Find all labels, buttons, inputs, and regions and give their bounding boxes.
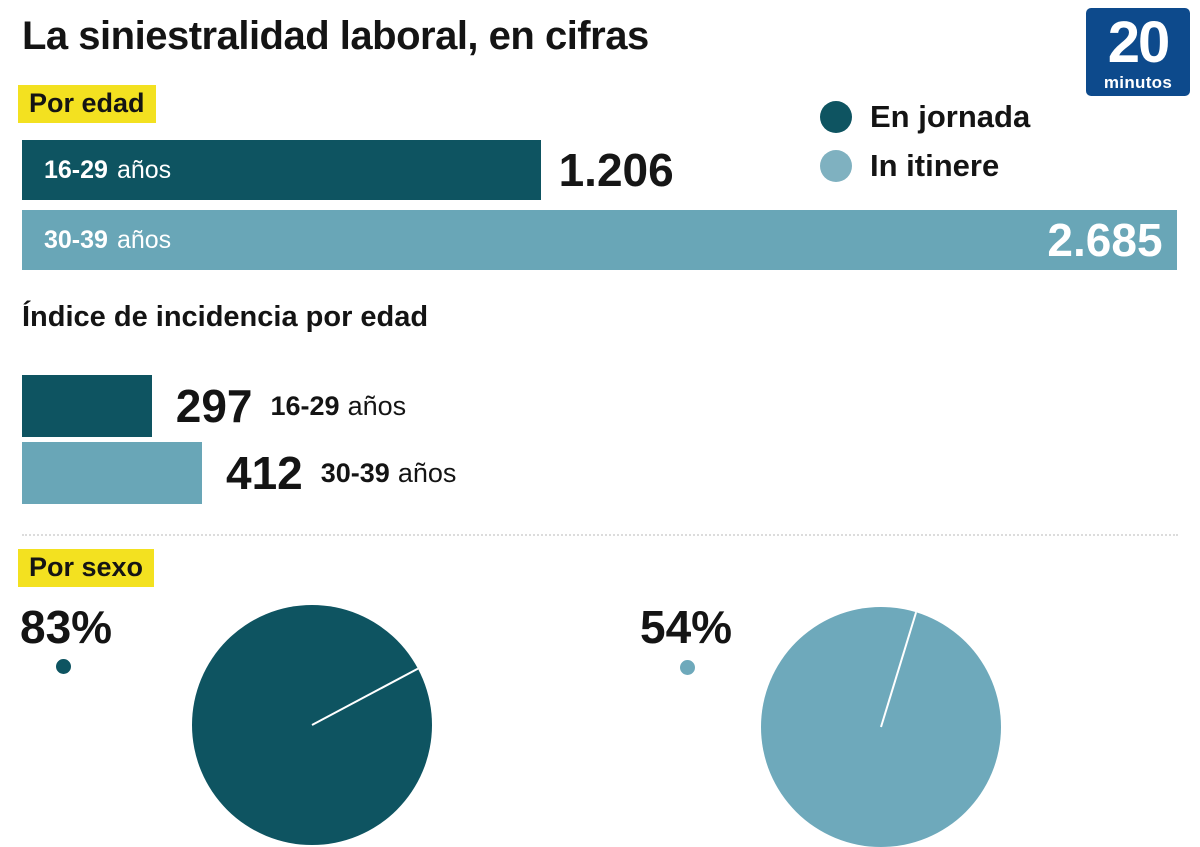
incidence-label: 16-29 años [270,390,407,421]
logo-number: 20 [1107,9,1170,75]
incidence-value: 297 [175,380,253,432]
incidence-bar-30-39 [22,442,202,504]
section-divider [22,534,1178,536]
section-heading-por-edad: Por edad [18,85,156,123]
leader-dot-left-icon [56,659,71,674]
age-bar-label: 16-29 años [44,155,172,184]
legend-item-en-jornada: En jornada [820,99,1031,134]
logo-wordmark: minutos [1103,72,1173,92]
age-bar-value: 1.206 [558,144,674,196]
page-title: La siniestralidad laboral, en cifras [22,14,649,58]
legend-label-in-itinere: In itinere [870,148,1000,183]
incidence-label: 30-39 años [320,457,457,488]
legend-label-en-jornada: En jornada [870,99,1031,134]
age-bar-16-29: 16-29 años [22,140,541,200]
legend-item-in-itinere: In itinere [820,148,1030,183]
age-bar-label: 30-39 años [44,225,172,254]
age-bar-30-39: 30-39 años 2.685 [22,210,1177,270]
incidence-row-16-29: 297 16-29 años [22,375,406,437]
section-heading-incidence: Índice de incidencia por edad [22,301,429,333]
age-bar-row-16-29: 16-29 años 1.206 [22,140,674,200]
legend-swatch-dark-icon [820,101,852,133]
age-bar-row-30-39: 30-39 años 2.685 [22,210,1177,270]
20minutos-logo: 20 minutos [1086,8,1190,96]
pie-slice-divider [880,611,918,728]
incidence-bar-16-29 [22,375,152,437]
incidence-value: 412 [226,447,303,499]
pie-percent-label-left: 83% [20,601,113,653]
age-bar-value: 2.685 [1047,214,1163,266]
section-heading-por-sexo: Por sexo [18,549,155,587]
pie-percent-label-right: 54% [640,601,733,653]
pie-chart-left [192,605,432,845]
pie-chart-right [761,607,1001,847]
legend-swatch-light-icon [820,150,852,182]
chart-legend: En jornada In itinere [820,99,1031,183]
leader-dot-right-icon [680,660,695,675]
pie-slice-divider [311,667,419,726]
incidence-row-30-39: 412 30-39 años [22,442,456,504]
